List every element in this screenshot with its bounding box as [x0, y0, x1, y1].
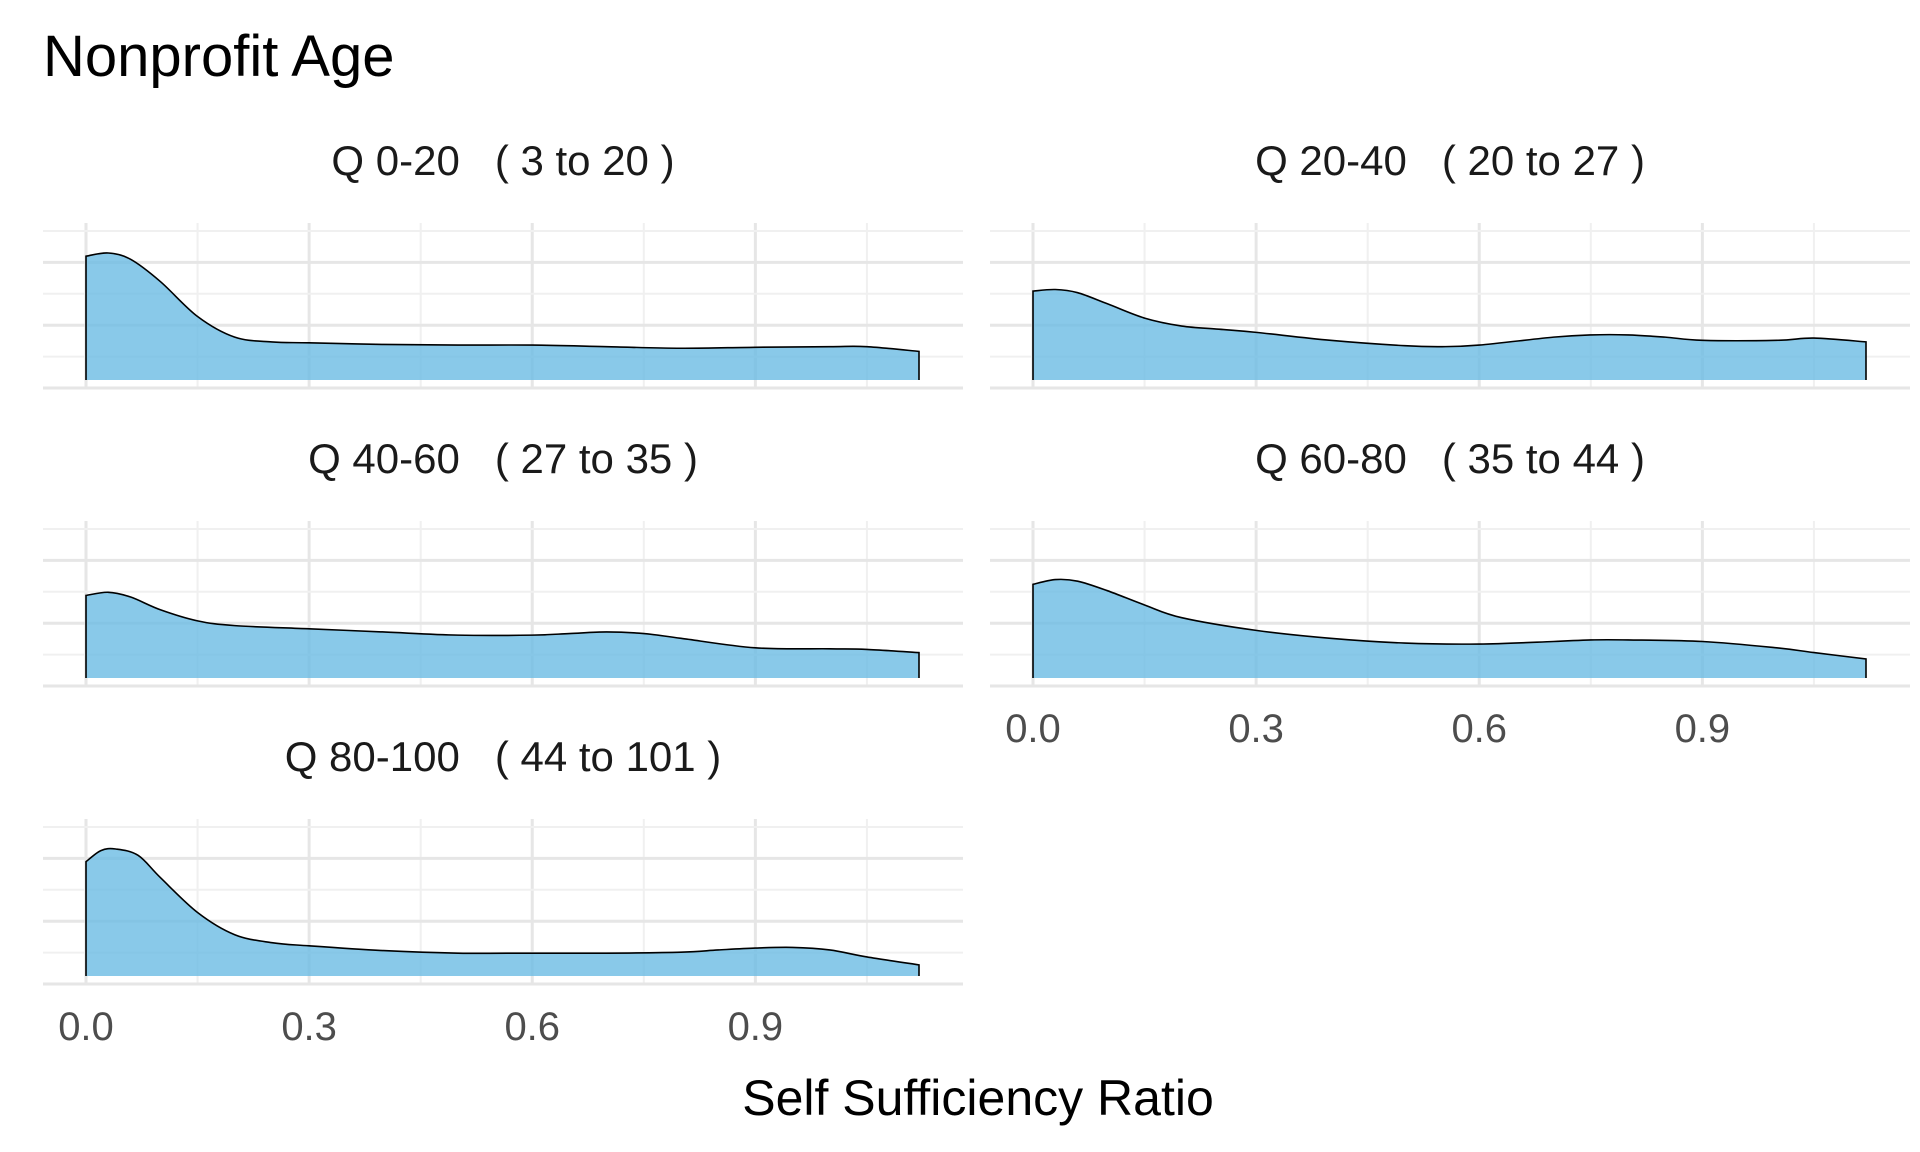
density-outline: [1032, 578, 1867, 678]
density-area: [86, 848, 919, 976]
facet-strip-label: Q 40-60 ( 27 to 35 ): [308, 435, 698, 482]
x-tick-label: 0.0: [58, 1005, 114, 1049]
x-tick-label: 0.6: [1451, 707, 1507, 751]
density-area: [1033, 289, 1866, 380]
facet-panel: Q 40-60 ( 27 to 35 ): [43, 435, 963, 688]
density-area: [1033, 579, 1866, 678]
x-tick-label: 0.3: [1228, 707, 1284, 751]
panels: Q 0-20 ( 3 to 20 ) Q 20-40 ( 20 to 27 ) Q …: [43, 137, 1910, 1049]
x-tick-label: 0.9: [728, 1005, 784, 1049]
facet-panel: Q 0-20 ( 3 to 20 ): [43, 137, 963, 390]
density-outline: [85, 591, 920, 678]
facet-strip-label: Q 20-40 ( 20 to 27 ): [1255, 137, 1645, 184]
x-tick-label: 0.6: [504, 1005, 560, 1049]
facet-panel: Q 20-40 ( 20 to 27 ): [990, 137, 1910, 390]
density-outline: [85, 847, 920, 976]
facet-panel: Q 80-100 ( 44 to 101 ) 0.0 0.3 0.6 0.9: [43, 733, 963, 1049]
density-area: [86, 592, 919, 678]
facet-strip-label: Q 0-20 ( 3 to 20 ): [331, 137, 674, 184]
facet-strip-label: Q 60-80 ( 35 to 44 ): [1255, 435, 1645, 482]
chart-title: Nonprofit Age: [43, 24, 394, 89]
density-outline: [1032, 288, 1867, 380]
x-axis-label: Self Sufficiency Ratio: [742, 1070, 1214, 1126]
x-tick-label: 0.0: [1005, 707, 1061, 751]
density-area: [86, 252, 919, 380]
facet-strip-label: Q 80-100 ( 44 to 101 ): [285, 733, 722, 780]
x-tick-label: 0.9: [1675, 707, 1731, 751]
facet-panel: Q 60-80 ( 35 to 44 ) 0.0 0.3 0.6 0.9: [990, 435, 1910, 751]
x-tick-label: 0.3: [281, 1005, 337, 1049]
density-outline: [85, 252, 920, 380]
